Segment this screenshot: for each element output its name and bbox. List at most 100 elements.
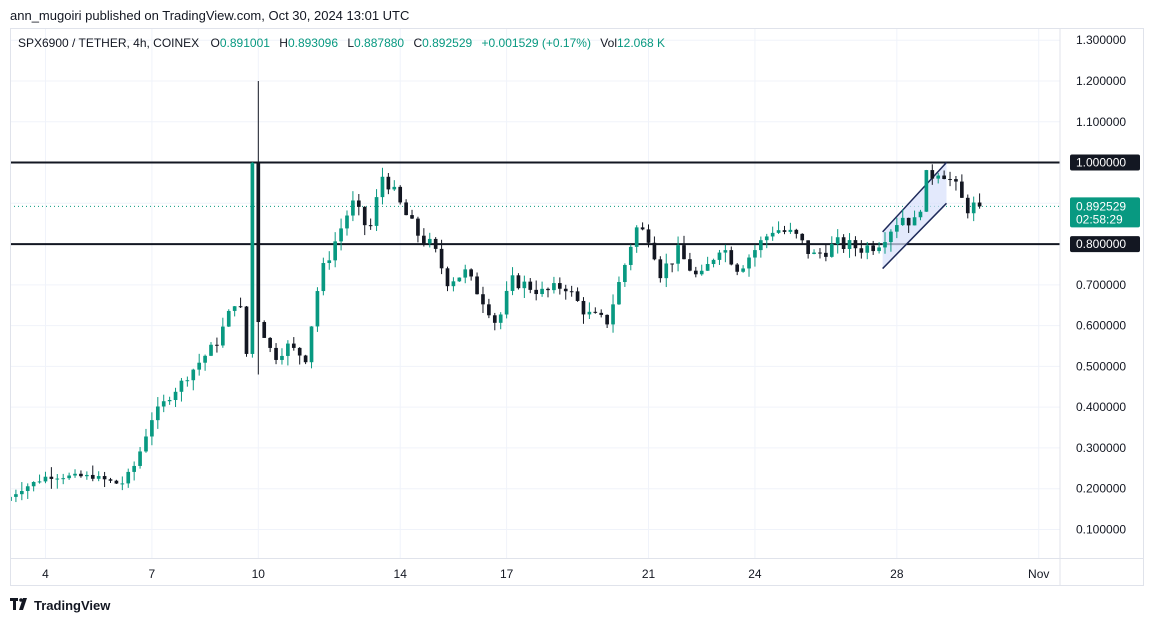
- candle-up: [161, 401, 166, 407]
- y-tick-label: 0.200000: [1076, 482, 1126, 496]
- candle-down: [599, 312, 604, 315]
- candle-up: [232, 306, 237, 311]
- candle-up: [351, 200, 355, 216]
- candle-up: [173, 391, 178, 401]
- candle-down: [356, 200, 361, 207]
- candle-up: [457, 277, 462, 282]
- candle-up: [67, 475, 71, 479]
- legend-high-key: H: [279, 36, 288, 50]
- candle-up: [209, 344, 213, 356]
- tradingview-logo[interactable]: TradingView: [10, 597, 110, 613]
- candle-down: [386, 176, 391, 190]
- legend-open-key: O: [210, 36, 220, 50]
- candle-down: [445, 268, 450, 287]
- candle-up: [37, 481, 42, 483]
- candle-up: [877, 247, 881, 252]
- candle-up: [55, 478, 60, 480]
- candle-down: [362, 206, 367, 226]
- candle-up: [427, 238, 432, 244]
- candle-down: [682, 245, 686, 260]
- candle-up: [126, 471, 131, 484]
- candle-up: [912, 217, 917, 226]
- candle-down: [49, 476, 54, 479]
- candle-up: [463, 269, 468, 278]
- candle-down: [688, 259, 692, 271]
- candle-down: [303, 355, 308, 363]
- candle-up: [522, 281, 527, 289]
- candle-up: [167, 400, 172, 402]
- candle-up: [936, 175, 941, 179]
- candle-up: [392, 186, 397, 190]
- candle-down: [942, 175, 946, 180]
- y-tick-label: 1.100000: [1076, 115, 1126, 129]
- chart-frame[interactable]: 1.3000001.2000001.1000001.0000000.900000…: [10, 28, 1144, 586]
- legend-high: 0.893096: [287, 36, 339, 50]
- candle-up: [374, 197, 379, 226]
- legend-vol: 12.068 K: [616, 36, 666, 50]
- countdown-label: 02:58:29: [1076, 212, 1123, 226]
- candle-down: [79, 473, 83, 477]
- candle-down: [960, 181, 964, 198]
- candle-up: [776, 230, 781, 233]
- x-tick-label: 10: [252, 567, 266, 581]
- legend-low-key: L: [347, 36, 355, 50]
- candle-up: [788, 229, 793, 232]
- candle-down: [782, 230, 787, 232]
- candle-up: [315, 291, 320, 327]
- candle-up: [664, 263, 669, 279]
- candle-up: [510, 275, 515, 291]
- candle-down: [824, 252, 828, 257]
- candle-down: [853, 240, 858, 249]
- channel-upper-line: [882, 162, 948, 233]
- level-badge: [1070, 154, 1140, 171]
- current-price-badge: [1070, 197, 1140, 228]
- candle-up: [185, 380, 190, 382]
- candle-down: [398, 186, 403, 203]
- y-tick-label: 0.600000: [1076, 319, 1126, 333]
- candle-up: [835, 237, 840, 245]
- candle-up: [587, 311, 592, 315]
- candle-up: [85, 474, 89, 477]
- candle-down: [481, 294, 485, 305]
- candle-down: [546, 288, 550, 291]
- candle-up: [634, 227, 639, 247]
- candle-up: [380, 176, 385, 198]
- price-chart[interactable]: 1.3000001.2000001.1000001.0000000.900000…: [10, 28, 1144, 586]
- candle-down: [487, 304, 491, 316]
- candles: [10, 81, 982, 503]
- candle-down: [575, 291, 580, 301]
- candle-up: [197, 362, 202, 370]
- legend-open: 0.891001: [219, 36, 270, 50]
- candle-up: [717, 252, 722, 260]
- candle-down: [274, 347, 278, 360]
- candle-up: [31, 482, 36, 487]
- candle-down: [528, 281, 533, 290]
- candle-down: [906, 217, 911, 226]
- chart-border: [10, 28, 1144, 586]
- candle-down: [652, 242, 657, 260]
- candle-down: [422, 235, 426, 244]
- candle-up: [498, 314, 503, 323]
- candle-up: [286, 343, 290, 356]
- ohlc-legend: SPX6900 / TETHER, 4h, COINEX O0.891001 H…: [18, 36, 665, 50]
- legend-low: 0.887880: [354, 36, 405, 50]
- candle-down: [930, 170, 935, 179]
- legend-symbol: SPX6900 / TETHER, 4h, COINEX: [18, 36, 200, 50]
- candle-down: [859, 248, 864, 253]
- candle-down: [871, 245, 876, 252]
- candle-up: [865, 245, 870, 253]
- candle-up: [14, 494, 18, 497]
- candle-down: [800, 233, 805, 241]
- candle-up: [25, 486, 30, 492]
- candle-up: [699, 270, 704, 275]
- x-tick-label: 17: [500, 567, 514, 581]
- candle-down: [965, 197, 970, 214]
- candle-down: [658, 259, 663, 279]
- candle-down: [256, 162, 261, 323]
- candle-down: [291, 343, 296, 348]
- candle-up: [676, 245, 680, 264]
- candle-up: [43, 476, 48, 482]
- candle-down: [670, 263, 674, 265]
- legend-close: 0.892529: [422, 36, 473, 50]
- candle-down: [368, 225, 373, 227]
